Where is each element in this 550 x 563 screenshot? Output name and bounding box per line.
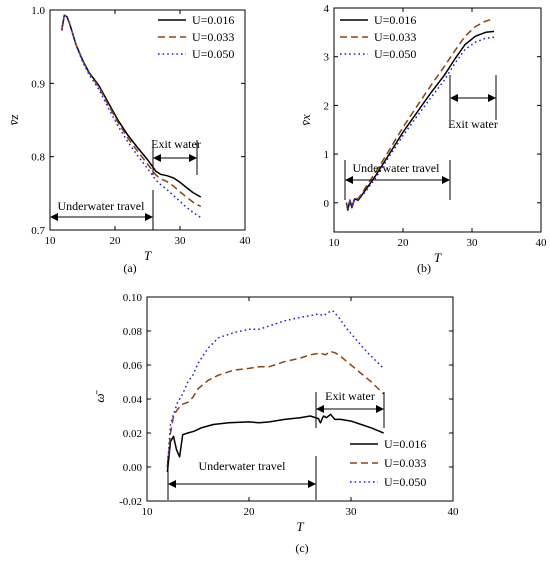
annotation-text: Exit water [151,137,201,151]
series-line-1 [166,413,384,473]
panel-b: 10 20 30 40 0 1 2 3 4 Tv̄x (b) U=0.016 U=0.033 U=0.05… [298,3,547,275]
plot-frame [333,7,542,233]
legend-label: U=0.016 [374,13,416,27]
x-tick-label: 10 [142,506,154,518]
series-line-3 [60,14,202,219]
annotation-text: Underwater travel [353,161,441,175]
y-tick-label: 0.08 [123,326,143,338]
series-line-2 [345,17,495,210]
x-axis-label: T [144,248,152,263]
panel-label: (c) [295,541,308,555]
legend-label: U=0.033 [374,30,416,44]
y-tick-label: 0.04 [123,394,143,406]
legend-label: U=0.033 [192,30,234,44]
legend-label: U=0.016 [384,437,426,451]
y-axis-label: v̄z [6,115,21,126]
x-tick-label: 40 [448,506,460,518]
plot-frame [146,296,454,502]
x-tick-label: 30 [346,506,358,518]
legend-label: U=0.050 [384,475,426,489]
x-tick-label: 30 [175,235,187,247]
x-tick-label: 30 [467,237,479,249]
y-tick-label: 0.8 [31,152,45,164]
x-tick-label: 40 [240,235,252,247]
y-tick-label: 0.10 [123,292,143,304]
legend-label: U=0.033 [384,456,426,470]
panel-c: 10 20 30 40 -0.02 0.00 0.02 0.04 0.06 0.08 0.10 Tω̄… [92,292,459,555]
legend-label: U=0.050 [192,47,234,61]
y-axis-label: v̄x [298,114,313,126]
x-tick-label: 20 [110,235,122,247]
panel-label: (a) [123,261,136,275]
annotation-text: Exit water [448,117,498,131]
x-axis-label: T [434,250,442,265]
annotation-text: Underwater travel [58,199,146,213]
y-tick-label: 2 [324,100,330,112]
y-tick-label: 0.9 [31,78,45,90]
y-tick-label: 0.06 [123,360,143,372]
y-tick-label: 1 [324,149,330,161]
legend-label: U=0.050 [374,47,416,61]
annotation-text: Underwater travel [199,459,287,473]
y-tick-label: 0.7 [31,225,45,237]
x-tick-label: 10 [45,235,57,247]
y-tick-label: 1.0 [31,5,45,17]
series-line-1 [60,14,202,198]
y-tick-label: 0.00 [123,462,143,474]
y-tick-label: 3 [324,52,330,64]
annotation-text: Exit water [325,389,375,403]
x-tick-label: 20 [398,237,410,249]
y-tick-label: 4 [324,3,330,15]
y-tick-label: -0.02 [119,496,142,508]
y-tick-label: 0 [324,198,330,210]
y-tick-label: 0.02 [123,428,142,440]
panel-a: 10 20 30 40 0.7 0.8 0.9 1.0 Tv̄z (a) U=0.016 U=0.03… [6,5,251,275]
x-tick-label: 10 [329,237,341,249]
series-line-2 [166,350,385,468]
x-tick-label: 40 [536,237,548,249]
panel-label: (b) [417,261,431,275]
plot-frame [49,9,246,231]
series-line-2 [60,14,202,208]
y-axis-label: ω̄ [92,389,107,402]
x-tick-label: 20 [244,506,256,518]
x-axis-label: T [296,519,304,534]
legend-label: U=0.016 [192,13,234,27]
